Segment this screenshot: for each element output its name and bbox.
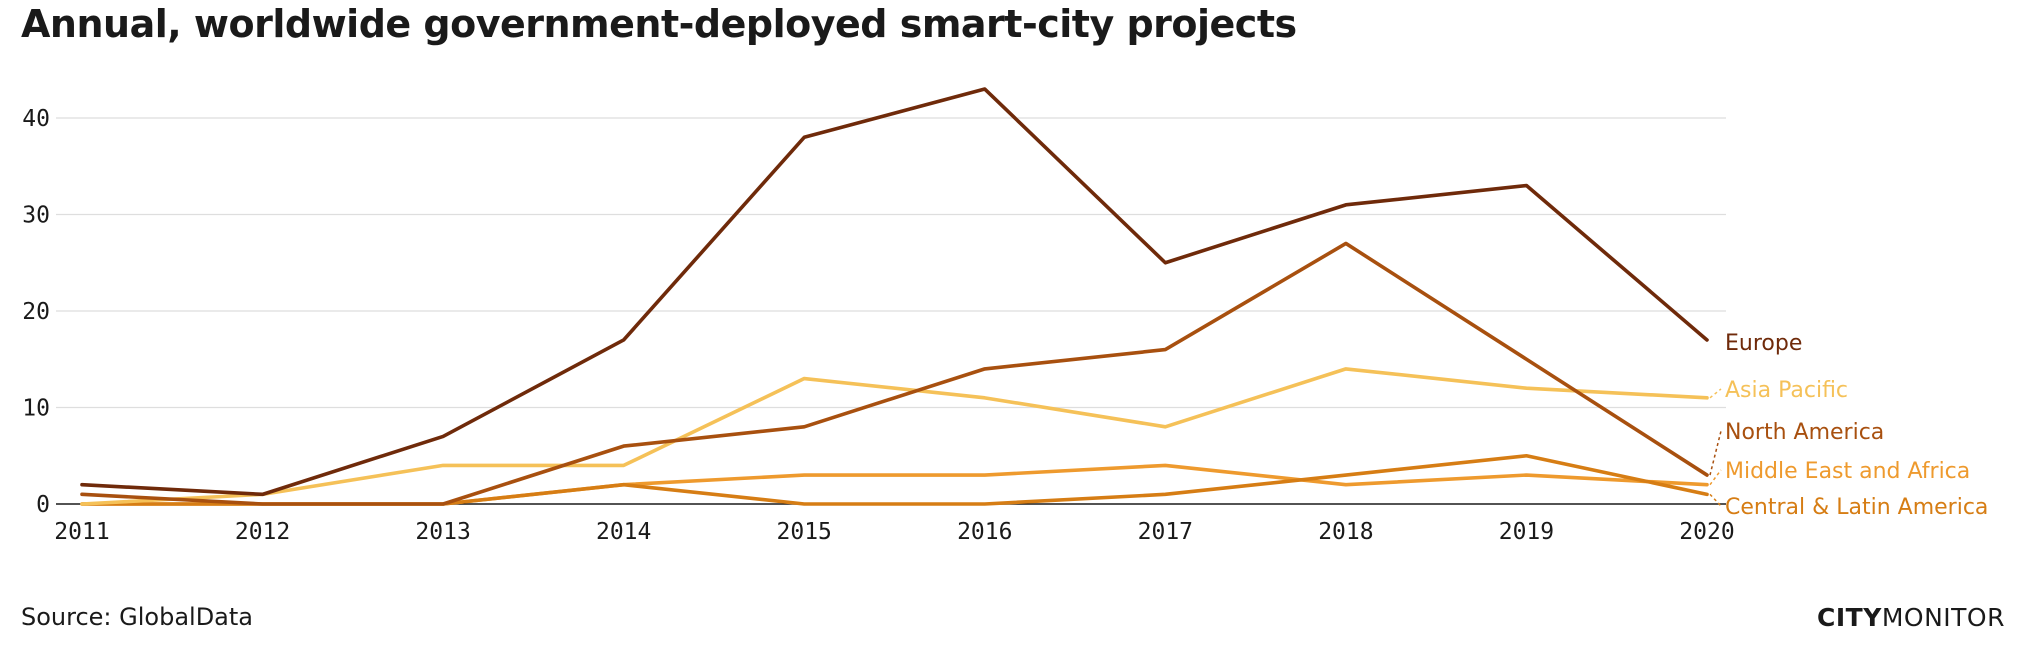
label-leader xyxy=(1709,469,1722,486)
gridlines xyxy=(56,117,1726,505)
y-tick-label: 0 xyxy=(36,492,50,518)
series-line-north-america xyxy=(80,241,1709,506)
series-line-asia-pacific xyxy=(80,367,1709,506)
x-tick-label: 2018 xyxy=(1318,519,1373,545)
label-leader xyxy=(1709,493,1722,507)
y-axis-ticks: 0 10 20 30 40 xyxy=(22,106,50,518)
y-tick-label: 40 xyxy=(22,106,50,132)
x-tick-label: 2011 xyxy=(54,519,109,545)
x-tick-label: 2014 xyxy=(596,519,651,545)
y-tick-label: 20 xyxy=(22,299,50,325)
series-label: Europe xyxy=(1725,331,1802,356)
x-tick-label: 2019 xyxy=(1499,519,1554,545)
x-axis-ticks: 2011 2012 2013 2014 2015 2016 2017 2018 2019 2020 xyxy=(54,519,1734,545)
x-tick-label: 2016 xyxy=(957,519,1012,545)
series-label: Middle East and Africa xyxy=(1725,459,1970,484)
x-tick-label: 2013 xyxy=(415,519,470,545)
brand-logo: CITYMONITOR xyxy=(1817,603,2005,632)
series-lines xyxy=(80,87,1709,506)
brand-part-1: CITY xyxy=(1817,603,1882,632)
x-tick-label: 2017 xyxy=(1138,519,1193,545)
series-label: Central & Latin America xyxy=(1725,495,1988,520)
series-line-europe xyxy=(80,87,1709,497)
series-label: Asia Pacific xyxy=(1725,378,1848,403)
x-tick-label: 2020 xyxy=(1679,519,1734,545)
series-label: North America xyxy=(1725,420,1884,445)
source-note: Source: GlobalData xyxy=(21,603,254,631)
x-tick-label: 2015 xyxy=(777,519,832,545)
y-tick-label: 10 xyxy=(22,396,50,422)
series-labels: Europe Asia Pacific North America Middle Ea… xyxy=(1709,331,1988,520)
label-leader xyxy=(1709,388,1722,399)
label-leader xyxy=(1709,430,1722,476)
chart-title: Annual, worldwide government-deployed sm… xyxy=(21,2,1297,46)
y-tick-label: 30 xyxy=(22,203,50,229)
x-tick-label: 2012 xyxy=(235,519,290,545)
brand-part-2: MONITOR xyxy=(1881,603,2005,632)
